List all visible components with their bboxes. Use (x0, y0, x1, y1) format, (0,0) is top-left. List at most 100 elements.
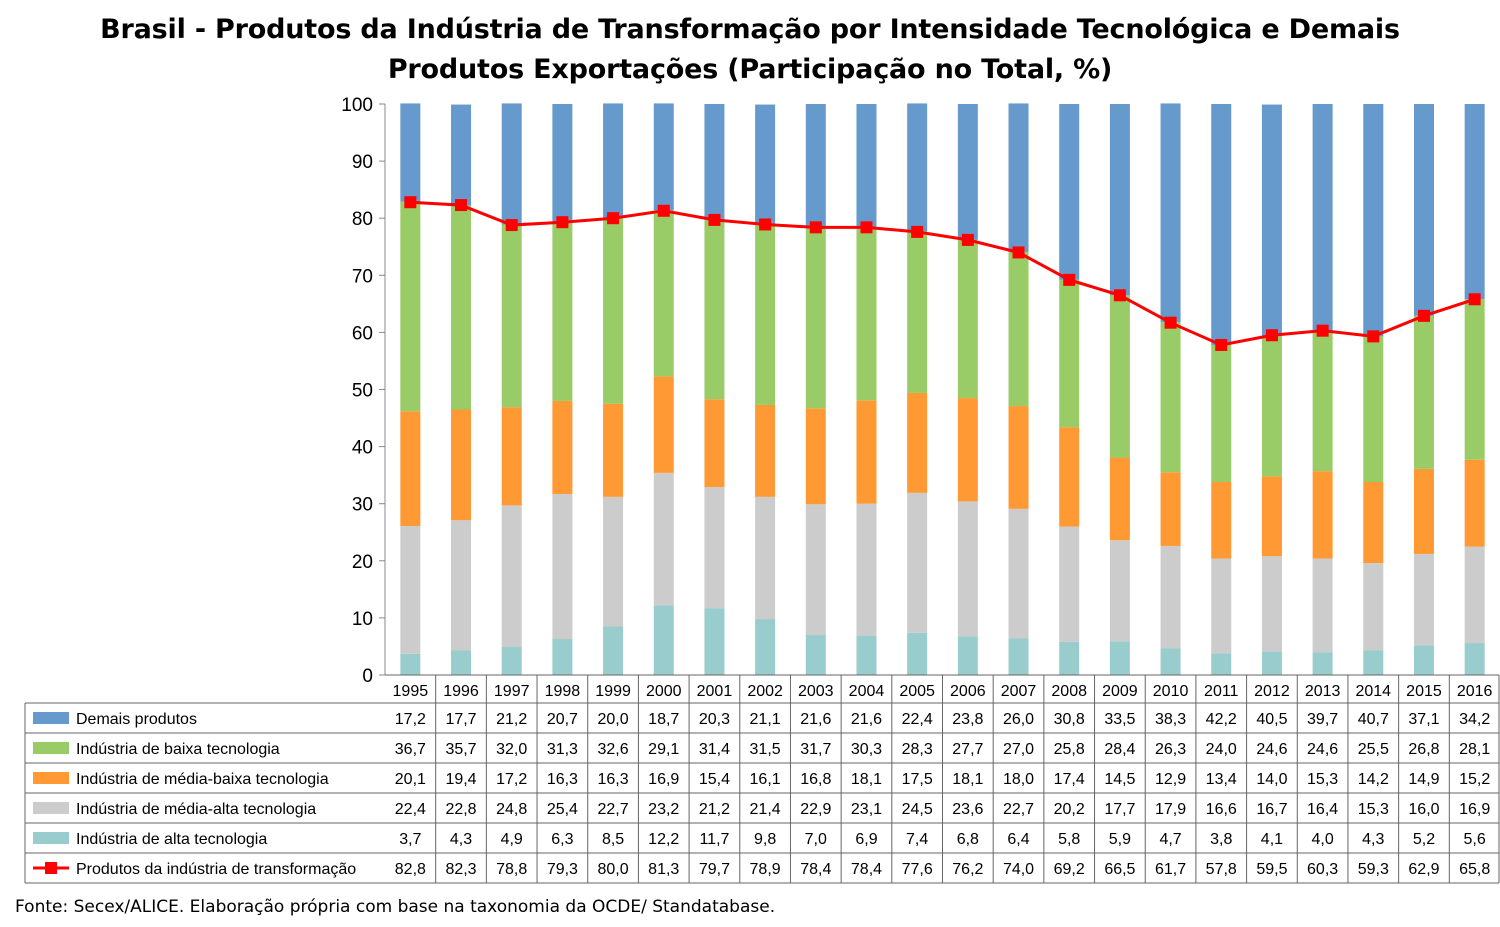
data-label-0-1999: 20,0 (597, 711, 628, 728)
data-label-2-2003: 16,8 (800, 771, 831, 788)
data-label-0-1998: 20,7 (547, 711, 578, 728)
x-tick-label-2013: 2013 (1305, 683, 1341, 700)
x-tick-label-2003: 2003 (798, 683, 834, 700)
data-label-0-2011: 42,2 (1206, 711, 1237, 728)
data-label-5-2006: 76,2 (952, 861, 983, 878)
data-label-1-2015: 26,8 (1408, 741, 1439, 758)
data-label-4-2000: 12,2 (648, 831, 679, 848)
legend-label-5: Produtos da indústria de transformação (76, 861, 356, 878)
bar-2003-series-4 (805, 635, 826, 675)
bar-2009-series-2 (1109, 457, 1130, 541)
bar-2004-series-0 (856, 104, 877, 228)
data-label-0-2004: 21,6 (851, 711, 882, 728)
data-label-2-1996: 19,4 (445, 771, 476, 788)
data-label-4-2001: 11,7 (699, 831, 729, 848)
data-label-1-2006: 27,7 (952, 741, 983, 758)
data-label-1-2012: 24,6 (1256, 741, 1287, 758)
line-point-2012 (1265, 329, 1278, 342)
bar-2001-series-2 (704, 399, 725, 488)
data-label-5-2013: 60,3 (1307, 861, 1338, 878)
data-label-1-1996: 35,7 (445, 741, 476, 758)
bar-2007-series-4 (1008, 638, 1029, 675)
data-label-5-2007: 74,0 (1003, 861, 1034, 878)
data-label-2-2009: 14,5 (1104, 771, 1135, 788)
data-label-4-1998: 6,3 (551, 831, 573, 848)
data-label-0-2014: 40,7 (1358, 711, 1389, 728)
bar-2004-series-4 (856, 635, 877, 675)
bar-1997-series-3 (501, 505, 522, 648)
legend-label-2: Indústria de média-baixa tecnologia (76, 771, 329, 788)
data-label-3-2005: 24,5 (902, 801, 933, 818)
data-label-2-2016: 15,2 (1459, 771, 1490, 788)
chart-title-line-2: Produtos Exportações (Participação no To… (387, 54, 1113, 85)
bar-2006-series-4 (957, 636, 978, 675)
bar-2002-series-3 (755, 496, 776, 620)
data-label-1-2008: 25,8 (1054, 741, 1085, 758)
legend-key-4 (33, 832, 69, 844)
bar-2009-series-0 (1109, 104, 1130, 296)
data-label-3-1995: 22,4 (395, 801, 426, 818)
line-point-2002 (759, 218, 772, 231)
bar-2015-series-2 (1413, 468, 1434, 554)
bar-1995-series-3 (400, 525, 421, 654)
x-tick-label-2011: 2011 (1204, 683, 1239, 700)
bar-2012-series-2 (1261, 476, 1282, 557)
data-label-2-1997: 17,2 (496, 771, 527, 788)
x-tick-label-2009: 2009 (1102, 683, 1138, 700)
bar-2008-series-2 (1059, 427, 1080, 527)
data-label-3-2015: 16,0 (1408, 801, 1439, 818)
data-label-2-2005: 17,5 (902, 771, 933, 788)
bar-2013-series-2 (1312, 471, 1333, 559)
x-tick-label-2002: 2002 (747, 683, 783, 700)
data-label-3-2001: 21,2 (699, 801, 730, 818)
bar-1999-series-4 (603, 626, 624, 675)
data-label-0-2001: 20,3 (699, 711, 730, 728)
bar-1996-series-3 (451, 520, 472, 651)
data-label-4-2015: 5,2 (1413, 831, 1435, 848)
data-label-5-2010: 61,7 (1155, 861, 1186, 878)
bar-2006-series-0 (957, 104, 978, 240)
data-label-1-2014: 25,5 (1358, 741, 1389, 758)
bar-1999-series-0 (603, 103, 624, 218)
bar-2004-series-3 (856, 503, 877, 636)
x-tick-label-2006: 2006 (950, 683, 986, 700)
bar-1997-series-0 (501, 103, 522, 225)
data-label-2-2002: 16,1 (750, 771, 781, 788)
bar-2000-series-3 (653, 472, 674, 606)
bar-2012-series-0 (1261, 104, 1282, 336)
line-point-2005 (911, 225, 924, 238)
line-point-2008 (1063, 273, 1076, 286)
line-point-2001 (708, 213, 721, 226)
data-label-5-2014: 59,3 (1358, 861, 1389, 878)
y-tick-label-10: 10 (352, 609, 373, 630)
data-label-1-2002: 31,5 (750, 741, 781, 758)
data-label-1-2016: 28,1 (1459, 741, 1490, 758)
x-tick-label-1997: 1997 (494, 683, 530, 700)
bar-2016-series-0 (1464, 104, 1485, 300)
bar-2001-series-3 (704, 487, 725, 609)
bar-2002-series-2 (755, 404, 776, 497)
bar-2015-series-4 (1413, 645, 1434, 675)
data-label-2-2008: 17,4 (1054, 771, 1085, 788)
line-point-2003 (809, 221, 822, 234)
x-tick-label-2010: 2010 (1153, 683, 1189, 700)
bar-1995-series-2 (400, 411, 421, 526)
line-point-2000 (657, 204, 670, 217)
data-label-3-1998: 25,4 (547, 801, 578, 818)
data-label-3-2004: 23,1 (851, 801, 882, 818)
legend-key-3 (33, 802, 69, 814)
bar-2013-series-1 (1312, 330, 1333, 472)
line-point-1997 (505, 219, 518, 232)
bar-1995-series-1 (400, 201, 421, 412)
data-label-1-2011: 24,0 (1206, 741, 1237, 758)
line-point-2013 (1316, 324, 1329, 337)
data-label-3-2007: 22,7 (1003, 801, 1034, 818)
bar-2010-series-1 (1160, 322, 1181, 473)
line-point-2014 (1367, 330, 1380, 343)
data-label-0-2010: 38,3 (1155, 711, 1186, 728)
x-tick-label-2012: 2012 (1254, 683, 1290, 700)
bar-2015-series-1 (1413, 315, 1434, 469)
x-tick-label-1996: 1996 (443, 683, 479, 700)
data-label-5-2012: 59,5 (1256, 861, 1287, 878)
data-label-5-1996: 82,3 (445, 861, 476, 878)
